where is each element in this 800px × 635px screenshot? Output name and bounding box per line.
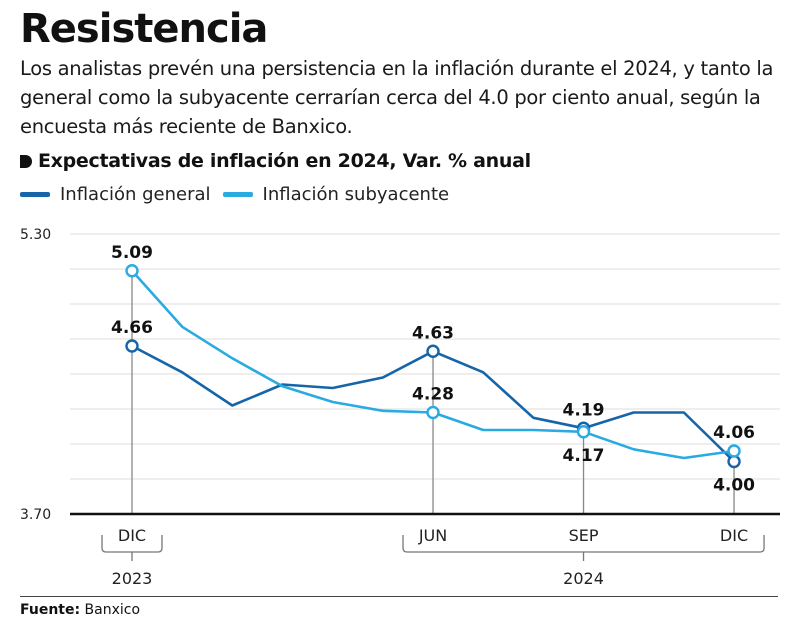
legend-label-subyacente: Inflación subyacente (262, 184, 450, 205)
source-label: Fuente: (20, 602, 81, 618)
chart-heading: Expectativas de inflación en 2024, Var. … (20, 150, 531, 172)
data-label: 4.28 (412, 385, 454, 405)
x-tick-label: JUN (418, 526, 447, 545)
legend-swatch-general (20, 192, 50, 197)
chart-heading-text: Expectativas de inflación en 2024, Var. … (38, 150, 531, 172)
series-markers (125, 264, 741, 469)
footer-divider (20, 596, 778, 597)
legend-item-general: Inflación general (20, 184, 211, 205)
y-tick-label: 5.30 (20, 227, 51, 243)
line-chart: 5.30 3.70 4.66 4.63 4.19 4.00 5.09 4.28 4.17 4.0… (20, 227, 780, 588)
year-label: 2023 (112, 569, 153, 588)
data-label: 4.66 (111, 318, 153, 338)
data-point-marker (576, 425, 591, 439)
x-tick-label: DIC (720, 526, 748, 545)
data-label: 4.00 (713, 476, 755, 496)
x-tick-label: DIC (118, 526, 146, 545)
chart-legend: Inflación general Inflación subyacente (20, 184, 461, 205)
heading-bullet-icon (20, 154, 32, 168)
data-point-marker (125, 264, 139, 278)
data-label: 4.63 (412, 323, 454, 343)
source-note: Fuente: Banxico (20, 602, 140, 618)
legend-item-subyacente: Inflación subyacente (222, 184, 450, 205)
x-tick-label: SEP (569, 526, 599, 545)
data-point-marker (125, 339, 139, 353)
page-subtitle: Los analistas prevén una persistencia en… (20, 57, 774, 138)
legend-label-general: Inflación general (60, 184, 211, 205)
data-label: 4.17 (563, 446, 605, 466)
data-labels: 4.66 4.63 4.19 4.00 5.09 4.28 4.17 4.06 (111, 243, 755, 496)
y-tick-label: 3.70 (20, 507, 51, 523)
data-point-marker (426, 405, 440, 420)
legend-swatch-subyacente (222, 192, 253, 197)
y-axis-labels: 5.30 3.70 (20, 227, 51, 523)
data-label: 5.09 (111, 243, 153, 263)
year-groups: 2023 2024 (101, 535, 765, 588)
data-point-marker (727, 444, 741, 458)
source-value: Banxico (84, 602, 141, 618)
page-title: Resistencia (20, 6, 268, 52)
data-label: 4.19 (563, 400, 605, 420)
x-axis-labels: DIC JUN SEP DIC (118, 526, 748, 545)
year-label: 2024 (563, 569, 604, 588)
gridlines (70, 233, 780, 480)
data-point-marker (426, 344, 440, 358)
data-label: 4.06 (713, 423, 755, 443)
